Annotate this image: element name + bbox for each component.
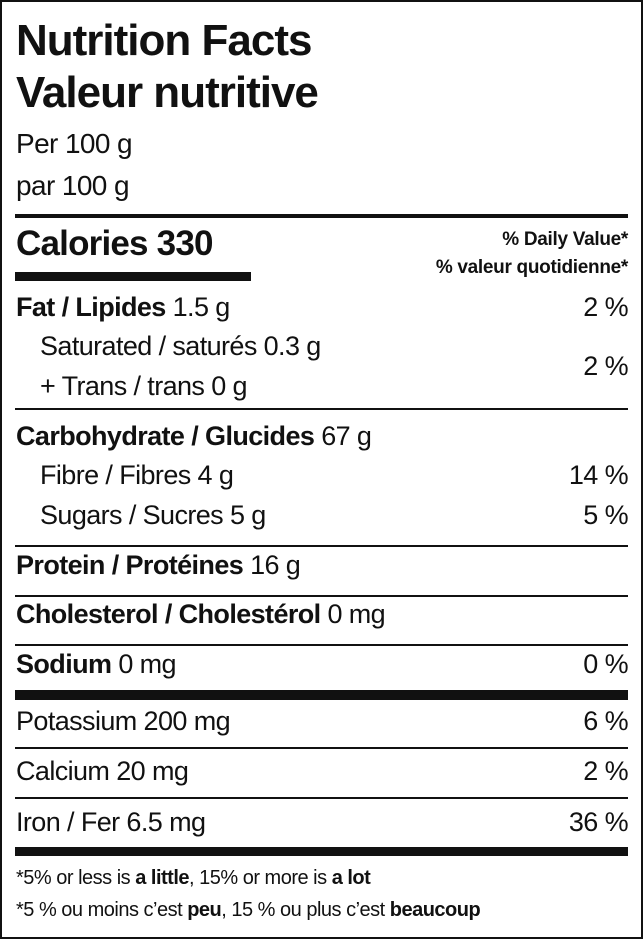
row-protein: Protein / Protéines 16 g xyxy=(16,550,301,580)
title-en: Nutrition Facts xyxy=(16,16,312,65)
serving-size-fr: par 100 g xyxy=(16,170,130,201)
footnote-fr: *5 % ou moins c’est peu, 15 % ou plus c’… xyxy=(16,899,481,921)
calories-label: Calories xyxy=(16,224,149,263)
dv-iron: 36 % xyxy=(568,807,629,837)
serving-size-en: Per 100 g xyxy=(16,128,133,159)
rule-thin xyxy=(15,595,628,597)
calories-bar xyxy=(15,272,251,281)
calories: Calories 330 xyxy=(16,224,213,264)
row-fibre: Fibre / Fibres 4 g 14 % xyxy=(40,460,629,490)
dv-sugars: 5 % xyxy=(583,500,628,530)
dv-potassium: 6 % xyxy=(583,706,628,736)
rule-thin xyxy=(15,408,628,410)
row-sodium: Sodium 0 mg 0 % xyxy=(16,649,629,679)
row-potassium: Potassium 200 mg 6 % xyxy=(16,706,629,736)
row-cholesterol: Cholesterol / Cholestérol 0 mg xyxy=(16,599,386,629)
dv-header-en: % Daily Value* xyxy=(502,229,628,250)
rule-thin xyxy=(15,644,628,646)
row-iron: Iron / Fer 6.5 mg 36 % xyxy=(16,807,629,837)
dv-sodium: 0 % xyxy=(583,649,628,679)
row-trans: + Trans / trans 0 g xyxy=(40,371,248,401)
rule-thick xyxy=(15,690,628,700)
dv-fat: 2 % xyxy=(583,292,628,322)
title-fr: Valeur nutritive xyxy=(16,68,319,117)
calories-value: 330 xyxy=(156,224,214,263)
dv-fibre: 14 % xyxy=(568,460,629,490)
rule-thin xyxy=(15,545,628,547)
dv-sat-trans: 2 % xyxy=(583,351,628,381)
row-carbohydrate: Carbohydrate / Glucides 67 g xyxy=(16,421,372,451)
row-calcium: Calcium 20 mg 2 % xyxy=(16,756,629,786)
rule-thin xyxy=(15,797,628,799)
dv-header-fr: % valeur quotidienne* xyxy=(435,257,628,278)
footnote-en: *5% or less is a little, 15% or more is … xyxy=(16,867,371,889)
dv-calcium: 2 % xyxy=(583,756,628,786)
rule-thick xyxy=(15,847,628,856)
rule-thin xyxy=(15,747,628,749)
row-saturated: Saturated / saturés 0.3 g xyxy=(40,331,321,361)
rule-thick xyxy=(15,214,628,218)
